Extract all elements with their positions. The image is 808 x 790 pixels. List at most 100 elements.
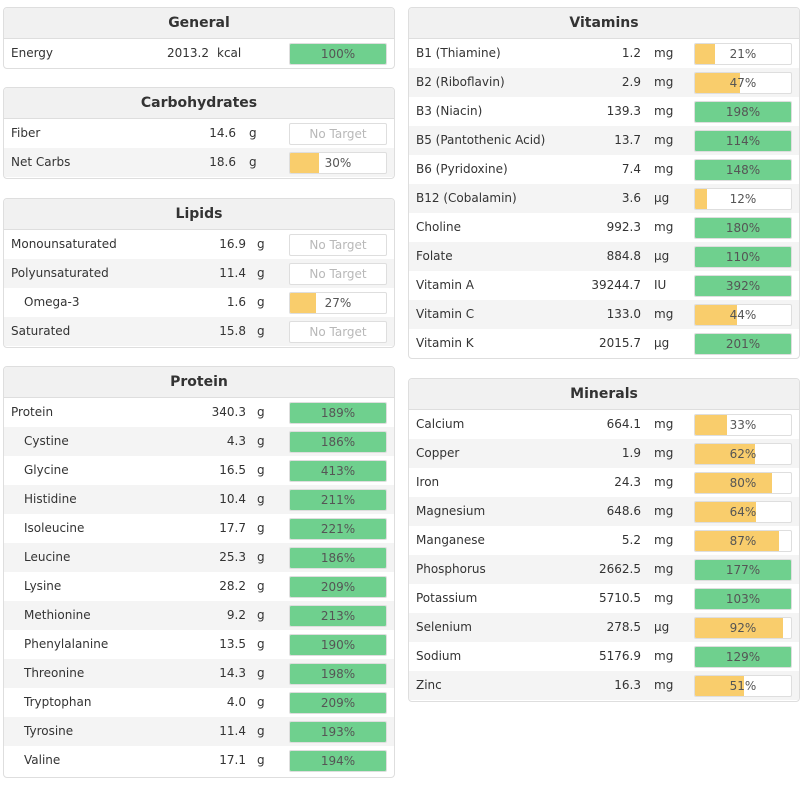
target-progress-bar: 30% bbox=[289, 152, 387, 174]
percent-label: 198% bbox=[320, 667, 356, 681]
nutrient-amount: 1.9 bbox=[621, 446, 641, 460]
nutrient-name: B12 (Cobalamin) bbox=[416, 191, 517, 205]
nutrient-amount: 14.3 bbox=[219, 666, 246, 680]
progress-fill bbox=[290, 461, 386, 481]
target-progress-bar: 209% bbox=[289, 692, 387, 714]
target-progress-bar: 103% bbox=[694, 588, 792, 610]
progress-fill bbox=[290, 722, 386, 742]
nutrient-name: Potassium bbox=[416, 591, 478, 605]
nutrient-amount: 17.7 bbox=[219, 521, 246, 535]
general-panel: General Energy 2013.2 kcal 100% bbox=[3, 7, 395, 69]
nutrient-unit: mg bbox=[654, 475, 674, 489]
nutrient-amount: 10.4 bbox=[219, 492, 246, 506]
nutrient-name: Sodium bbox=[416, 649, 462, 663]
nutrient-name: Omega-3 bbox=[24, 295, 80, 309]
nutrient-name: Histidine bbox=[24, 492, 77, 506]
target-progress-bar: 189% bbox=[289, 402, 387, 424]
percent-label: 51% bbox=[729, 679, 757, 693]
progress-fill bbox=[290, 751, 386, 771]
nutrient-row: Threonine 14.3 g 198% bbox=[4, 659, 394, 688]
percent-label: 27% bbox=[324, 296, 352, 310]
percent-label: 44% bbox=[729, 308, 757, 322]
nutrient-name: Choline bbox=[416, 220, 461, 234]
panel-title: Minerals bbox=[409, 379, 799, 410]
nutrient-row: Calcium 664.1 mg 33% bbox=[409, 410, 799, 439]
nutrient-row: Histidine 10.4 g 211% bbox=[4, 485, 394, 514]
nutrient-row: Manganese 5.2 mg 87% bbox=[409, 526, 799, 555]
nutrient-amount: 4.3 bbox=[226, 434, 246, 448]
nutrient-unit: g bbox=[257, 521, 265, 535]
nutrient-amount: 1.2 bbox=[621, 46, 641, 60]
nutrient-name: Glycine bbox=[24, 463, 69, 477]
nutrient-amount: 16.5 bbox=[219, 463, 246, 477]
nutrient-name: Monounsaturated bbox=[11, 237, 117, 251]
nutrient-amount: 14.6 bbox=[209, 126, 236, 140]
percent-label: 103% bbox=[725, 592, 761, 606]
target-progress-bar: 44% bbox=[694, 304, 792, 326]
nutrient-amount: 3.6 bbox=[621, 191, 641, 205]
nutrient-name: B2 (Riboflavin) bbox=[416, 75, 505, 89]
nutrient-amount: 884.8 bbox=[606, 249, 641, 263]
panel-title: Lipids bbox=[4, 199, 394, 230]
percent-label: 80% bbox=[729, 476, 757, 490]
target-progress-bar: 198% bbox=[694, 101, 792, 123]
target-progress-bar: 180% bbox=[694, 217, 792, 239]
nutrient-name: Vitamin A bbox=[416, 278, 474, 292]
panel-title: Carbohydrates bbox=[4, 88, 394, 119]
nutrient-unit: g bbox=[249, 155, 257, 169]
percent-label: 148% bbox=[725, 163, 761, 177]
nutrient-row: Tyrosine 11.4 g 193% bbox=[4, 717, 394, 746]
percent-label: 47% bbox=[729, 76, 757, 90]
nutrient-unit: mg bbox=[654, 678, 674, 692]
nutrient-unit: g bbox=[257, 237, 265, 251]
nutrient-unit: g bbox=[257, 324, 265, 338]
percent-label: 201% bbox=[725, 337, 761, 351]
nutrient-unit: mg bbox=[654, 104, 674, 118]
nutrient-name: Methionine bbox=[24, 608, 91, 622]
nutrient-amount: 28.2 bbox=[219, 579, 246, 593]
progress-fill bbox=[290, 635, 386, 655]
target-progress-bar: 27% bbox=[289, 292, 387, 314]
progress-fill bbox=[695, 247, 791, 267]
nutrient-row: Monounsaturated 16.9 g No Target bbox=[4, 230, 394, 259]
nutrient-amount: 278.5 bbox=[606, 620, 641, 634]
target-progress-bar: 110% bbox=[694, 246, 792, 268]
minerals-rows: Calcium 664.1 mg 33% Copper 1.9 mg 62% Iron 24.3 m… bbox=[409, 410, 799, 700]
percent-label: 64% bbox=[729, 505, 757, 519]
lipids-rows: Monounsaturated 16.9 g No Target Polyunsatur… bbox=[4, 230, 394, 346]
percent-label: 213% bbox=[320, 609, 356, 623]
progress-fill bbox=[290, 519, 386, 539]
progress-fill bbox=[695, 502, 757, 522]
target-progress-bar: 198% bbox=[289, 663, 387, 685]
percent-label: 114% bbox=[725, 134, 761, 148]
progress-fill bbox=[695, 334, 791, 354]
nutrient-name: Valine bbox=[24, 753, 61, 767]
percent-label: 189% bbox=[320, 406, 356, 420]
nutrient-unit: mg bbox=[654, 46, 674, 60]
minerals-panel: Minerals Calcium 664.1 mg 33% Copper 1.9 mg 62%… bbox=[408, 378, 800, 702]
target-progress-bar: No Target bbox=[289, 123, 387, 145]
percent-label: 62% bbox=[729, 447, 757, 461]
target-progress-bar: 201% bbox=[694, 333, 792, 355]
target-progress-bar: 33% bbox=[694, 414, 792, 436]
progress-fill bbox=[695, 647, 791, 667]
percent-label: 221% bbox=[320, 522, 356, 536]
protein-rows: Protein 340.3 g 189% Cystine 4.3 g 186% Glycine 1… bbox=[4, 398, 394, 775]
target-progress-bar: 12% bbox=[694, 188, 792, 210]
panel-title: Vitamins bbox=[409, 8, 799, 39]
target-progress-bar: 211% bbox=[289, 489, 387, 511]
nutrient-row: Vitamin K 2015.7 µg 201% bbox=[409, 329, 799, 358]
percent-label: No Target bbox=[309, 325, 367, 339]
percent-label: 177% bbox=[725, 563, 761, 577]
progress-fill bbox=[695, 415, 727, 435]
target-progress-bar: 413% bbox=[289, 460, 387, 482]
nutrient-row: Omega-3 1.6 g 27% bbox=[4, 288, 394, 317]
nutrient-name: B6 (Pyridoxine) bbox=[416, 162, 508, 176]
progress-fill bbox=[290, 606, 386, 626]
nutrient-name: Isoleucine bbox=[24, 521, 85, 535]
nutrient-amount: 139.3 bbox=[606, 104, 641, 118]
nutrient-row: Cystine 4.3 g 186% bbox=[4, 427, 394, 456]
nutrient-name: Folate bbox=[416, 249, 453, 263]
nutrient-unit: g bbox=[257, 266, 265, 280]
percent-label: No Target bbox=[309, 127, 367, 141]
